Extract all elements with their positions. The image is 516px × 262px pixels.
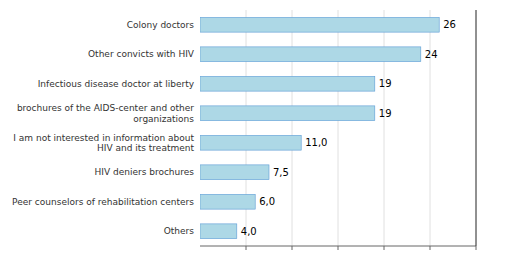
category-label: Other convicts with HIV xyxy=(88,49,195,59)
grid-line xyxy=(246,10,247,246)
grid-line xyxy=(430,10,431,246)
grid xyxy=(246,10,476,246)
axes xyxy=(200,10,476,250)
data-label: 19 xyxy=(379,78,392,89)
bar xyxy=(200,76,375,91)
bar xyxy=(200,47,421,62)
bar xyxy=(200,165,269,180)
bar xyxy=(200,17,439,32)
y-tick-labels: Others Peer counselors of rehabilitation … xyxy=(12,20,195,237)
category-label: Others xyxy=(164,226,195,236)
category-label: I am not interested in information about… xyxy=(13,133,194,154)
category-label: brochures of the AIDS-center and otheror… xyxy=(17,103,194,124)
x-tick xyxy=(476,246,477,250)
bar xyxy=(200,135,301,150)
data-label: 24 xyxy=(425,49,438,60)
grid-line xyxy=(338,10,339,246)
chart: 4,0 6,0 7,5 11,0 19 19 24 26 Others Peer counselo… xyxy=(0,0,516,262)
x-tick xyxy=(384,246,385,250)
data-labels: 4,0 6,0 7,5 11,0 19 19 24 26 xyxy=(241,19,456,237)
x-tick xyxy=(338,246,339,250)
bar xyxy=(200,194,255,209)
x-tick xyxy=(246,246,247,250)
category-label: Peer counselors of rehabilitation center… xyxy=(12,197,194,207)
data-label: 11,0 xyxy=(305,137,327,148)
x-tick xyxy=(430,246,431,250)
bar xyxy=(200,224,237,239)
category-label: Colony doctors xyxy=(127,20,195,30)
data-label: 26 xyxy=(443,19,456,30)
grid-line xyxy=(292,10,293,246)
data-label: 4,0 xyxy=(241,226,257,237)
right-border xyxy=(476,10,477,246)
x-tick xyxy=(292,246,293,250)
category-label: Infectious disease doctor at liberty xyxy=(38,79,195,89)
grid-line xyxy=(384,10,385,246)
bar xyxy=(200,106,375,121)
grid-line xyxy=(476,10,477,246)
data-label: 6,0 xyxy=(259,196,275,207)
data-label: 7,5 xyxy=(273,167,289,178)
category-label: HIV deniers brochures xyxy=(95,167,195,177)
data-label: 19 xyxy=(379,108,392,119)
bars xyxy=(200,17,439,238)
